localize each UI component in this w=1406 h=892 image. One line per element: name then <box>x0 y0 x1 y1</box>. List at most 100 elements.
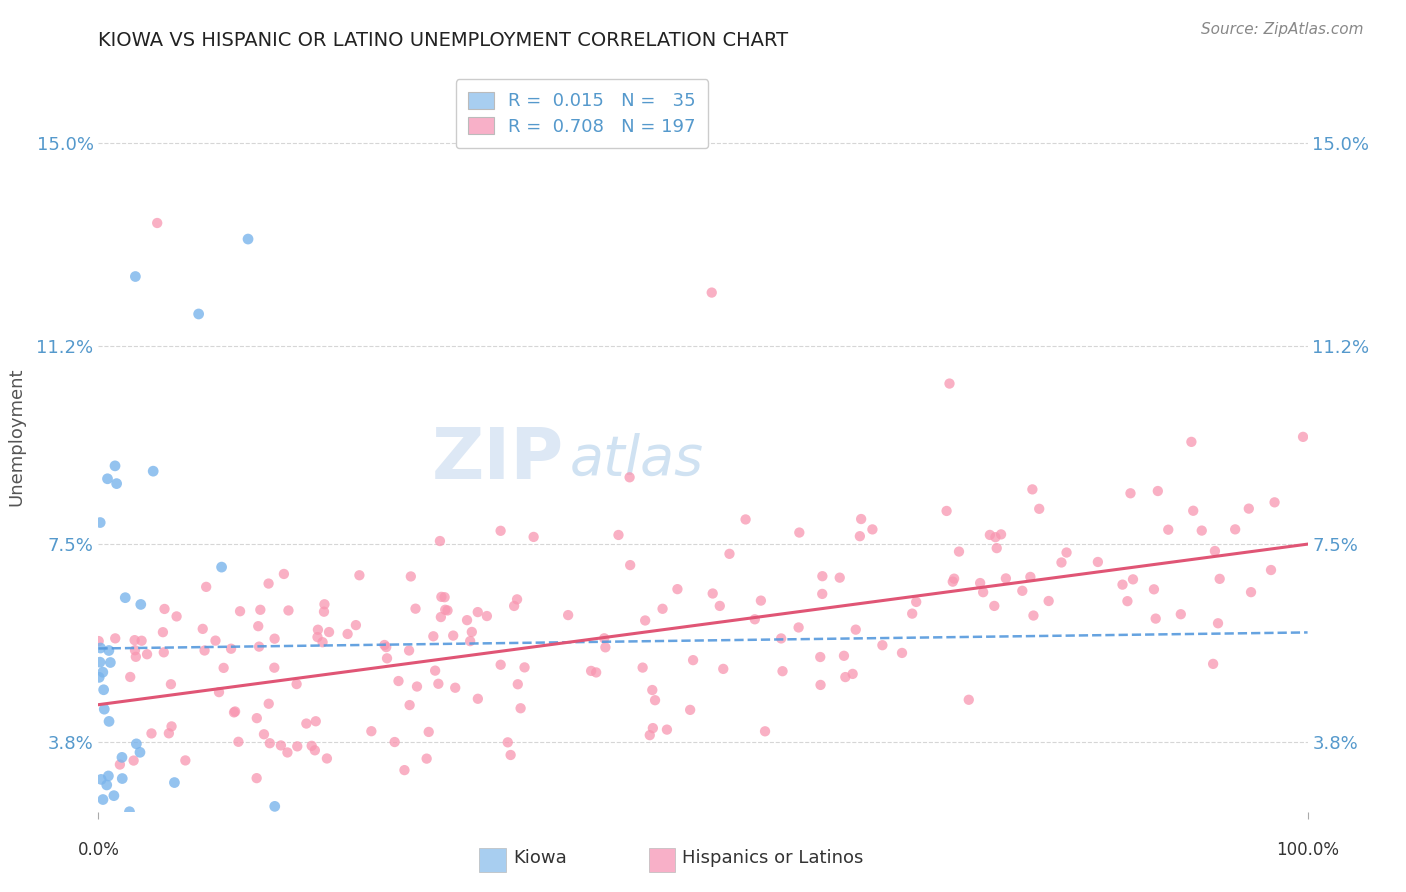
Point <box>513 660 536 674</box>
Point <box>249 603 271 617</box>
Point <box>246 771 269 785</box>
Point <box>901 607 924 621</box>
Legend: R =  0.015   N =   35, R =  0.708   N = 197: R = 0.015 N = 35, R = 0.708 N = 197 <box>456 79 709 148</box>
Point <box>984 530 1007 544</box>
Point <box>311 635 333 649</box>
Point <box>312 605 335 619</box>
Point <box>935 504 957 518</box>
Point <box>152 625 174 640</box>
Point <box>828 571 851 585</box>
Point <box>427 677 450 691</box>
Point <box>702 586 724 600</box>
Point <box>1204 544 1226 558</box>
Point <box>307 623 329 637</box>
Point <box>709 599 731 613</box>
FancyBboxPatch shape <box>479 847 506 871</box>
Point <box>1208 572 1230 586</box>
Point <box>770 632 793 646</box>
Point <box>557 608 579 623</box>
Point <box>434 603 457 617</box>
Point <box>349 568 371 582</box>
Point <box>772 664 794 678</box>
Point <box>585 665 607 680</box>
Point <box>1191 524 1213 538</box>
Point <box>1182 504 1205 518</box>
Point <box>224 705 246 719</box>
Point <box>418 725 440 739</box>
Point <box>222 706 245 720</box>
Point <box>811 569 834 583</box>
Point <box>641 683 664 698</box>
Point <box>845 623 868 637</box>
Point <box>157 726 180 740</box>
Point <box>496 735 519 749</box>
Point <box>129 598 152 612</box>
Point <box>93 682 115 697</box>
FancyBboxPatch shape <box>648 847 675 871</box>
Point <box>957 693 980 707</box>
Point <box>1119 486 1142 500</box>
Point <box>276 746 298 760</box>
Point <box>1019 570 1042 584</box>
Point <box>1180 434 1202 449</box>
Point <box>872 638 894 652</box>
Point <box>305 714 328 729</box>
Point <box>114 591 136 605</box>
Point <box>430 590 453 604</box>
Point <box>344 618 367 632</box>
Point <box>972 585 994 599</box>
Point <box>415 751 437 765</box>
Point <box>1260 563 1282 577</box>
Point <box>257 697 280 711</box>
Point <box>1050 556 1073 570</box>
Point <box>938 376 960 391</box>
Point <box>270 739 292 753</box>
Point <box>579 664 602 678</box>
Point <box>509 701 531 715</box>
Point <box>118 805 141 819</box>
Point <box>789 525 811 540</box>
Point <box>467 691 489 706</box>
Point <box>1157 523 1180 537</box>
Text: KIOWA VS HISPANIC OR LATINO UNEMPLOYMENT CORRELATION CHART: KIOWA VS HISPANIC OR LATINO UNEMPLOYMENT… <box>98 30 789 50</box>
Point <box>87 634 110 648</box>
Point <box>406 680 429 694</box>
Point <box>506 677 529 691</box>
Point <box>1223 522 1246 536</box>
Point <box>187 307 209 321</box>
Point <box>666 582 689 596</box>
Text: 0.0%: 0.0% <box>77 841 120 859</box>
Point <box>641 721 664 735</box>
Point <box>89 655 111 669</box>
Point <box>860 522 883 536</box>
Point <box>91 665 114 680</box>
Point <box>489 524 512 538</box>
Point <box>644 693 666 707</box>
Point <box>461 624 484 639</box>
Point <box>734 512 756 526</box>
Text: Kiowa: Kiowa <box>513 849 567 867</box>
Point <box>423 664 446 678</box>
Point <box>318 625 340 640</box>
Point <box>373 638 395 652</box>
Point <box>986 541 1008 555</box>
Point <box>247 640 270 654</box>
Point <box>1170 607 1192 622</box>
Point <box>211 560 233 574</box>
Point <box>983 599 1005 613</box>
Text: Source: ZipAtlas.com: Source: ZipAtlas.com <box>1201 22 1364 37</box>
Point <box>108 757 131 772</box>
Point <box>141 726 163 740</box>
Point <box>593 632 616 646</box>
Point <box>98 656 121 670</box>
Point <box>97 643 120 657</box>
Point <box>398 698 420 712</box>
Point <box>700 285 723 300</box>
Point <box>122 754 145 768</box>
Point <box>969 576 991 591</box>
Point <box>98 714 121 729</box>
Point <box>979 528 1001 542</box>
Point <box>193 643 215 657</box>
Point <box>228 735 250 749</box>
Text: atlas: atlas <box>569 433 704 486</box>
